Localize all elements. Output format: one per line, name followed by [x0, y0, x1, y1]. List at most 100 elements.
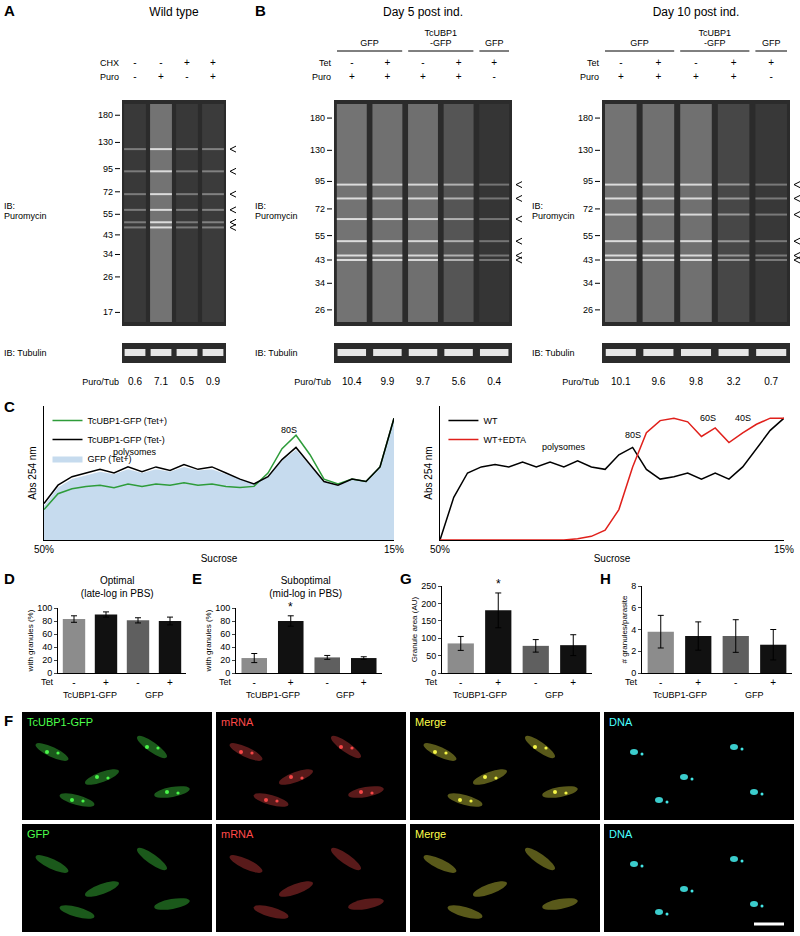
svg-text:+: +: [495, 677, 501, 688]
svg-text:-: -: [185, 71, 188, 82]
svg-text:180: 180: [310, 113, 325, 123]
svg-text:3.2: 3.2: [727, 376, 741, 387]
svg-text:15%: 15%: [384, 544, 404, 555]
svg-text:80: 80: [220, 616, 230, 626]
svg-text:Puro: Puro: [580, 72, 599, 82]
svg-text:95: 95: [583, 176, 593, 186]
svg-text:26: 26: [583, 305, 593, 315]
svg-text:26: 26: [315, 305, 325, 315]
svg-text:IB: Tubulin: IB: Tubulin: [4, 348, 47, 358]
svg-text:with granules (%): with granules (%): [26, 609, 35, 672]
svg-text:+: +: [655, 57, 661, 68]
svg-text:TcUBP1-GFP: TcUBP1-GFP: [246, 690, 300, 700]
svg-text:Optimal(late-log in PBS): Optimal(late-log in PBS): [81, 575, 154, 599]
svg-text:34: 34: [583, 278, 593, 288]
svg-text:Puro: Puro: [312, 72, 331, 82]
svg-text:80S: 80S: [281, 425, 297, 435]
svg-text:Puro/Tub: Puro/Tub: [562, 377, 599, 387]
svg-text:Day 10 post ind.: Day 10 post ind.: [653, 5, 740, 19]
svg-text:20: 20: [220, 655, 230, 665]
svg-text:IB: Tubulin: IB: Tubulin: [532, 348, 575, 358]
svg-text:+: +: [210, 71, 216, 82]
svg-text:GFP: GFP: [145, 690, 164, 700]
svg-text:-: -: [350, 57, 353, 68]
svg-text:0.5: 0.5: [180, 376, 194, 387]
svg-text:TcUBP1-GFP: TcUBP1-GFP: [27, 716, 93, 728]
svg-text:Tet: Tet: [625, 677, 638, 687]
svg-text:-: -: [133, 71, 136, 82]
svg-text:20: 20: [42, 655, 52, 665]
svg-text:4: 4: [631, 625, 636, 635]
svg-text:GFP (Tet+): GFP (Tet+): [88, 454, 132, 464]
svg-text:Tet: Tet: [587, 58, 600, 68]
svg-text:9.7: 9.7: [416, 376, 430, 387]
svg-text:+: +: [103, 677, 109, 688]
svg-text:-: -: [459, 677, 462, 688]
svg-text:-: -: [326, 677, 329, 688]
svg-text:-: -: [133, 57, 136, 68]
svg-text:0.4: 0.4: [487, 376, 501, 387]
svg-text:F: F: [4, 712, 13, 729]
svg-text:7.1: 7.1: [154, 376, 168, 387]
svg-text:Sucrose: Sucrose: [201, 553, 238, 564]
svg-text:34: 34: [315, 278, 325, 288]
svg-text:72: 72: [315, 204, 325, 214]
svg-text:GFP: GFP: [630, 38, 649, 48]
svg-text:0.7: 0.7: [764, 376, 778, 387]
svg-text:+: +: [695, 677, 701, 688]
svg-text:GFP: GFP: [745, 690, 764, 700]
svg-text:72: 72: [103, 187, 113, 197]
svg-text:IB:Puromycin: IB:Puromycin: [255, 201, 298, 221]
svg-text:-: -: [619, 57, 622, 68]
svg-text:Wild type: Wild type: [149, 5, 199, 19]
svg-text:0: 0: [431, 668, 436, 678]
svg-text:+: +: [167, 677, 173, 688]
svg-text:130: 130: [310, 145, 325, 155]
svg-text:+: +: [158, 71, 164, 82]
svg-text:Puro/Tub: Puro/Tub: [294, 377, 331, 387]
svg-text:DNA: DNA: [609, 828, 633, 840]
svg-text:polysomes: polysomes: [113, 447, 157, 457]
svg-text:40: 40: [220, 642, 230, 652]
svg-text:-: -: [493, 71, 496, 82]
svg-text:GFP: GFP: [336, 690, 355, 700]
svg-text:+: +: [768, 57, 774, 68]
svg-text:+: +: [456, 57, 462, 68]
svg-text:# granules/parasite: # granules/parasite: [620, 595, 629, 664]
svg-text:2: 2: [631, 646, 636, 656]
svg-text:95: 95: [103, 164, 113, 174]
svg-text:WT+EDTA: WT+EDTA: [483, 435, 526, 445]
svg-text:+: +: [693, 71, 699, 82]
svg-text:-: -: [72, 677, 75, 688]
svg-text:0.9: 0.9: [206, 376, 220, 387]
svg-text:50%: 50%: [34, 544, 54, 555]
svg-text:200: 200: [421, 599, 436, 609]
svg-text:55: 55: [315, 231, 325, 241]
svg-text:100: 100: [37, 603, 52, 613]
svg-text:+: +: [349, 71, 355, 82]
svg-text:0: 0: [225, 668, 230, 678]
svg-text:Granule area (AU): Granule area (AU): [410, 596, 419, 662]
svg-text:DNA: DNA: [609, 716, 633, 728]
svg-text:+: +: [384, 71, 390, 82]
svg-text:-: -: [421, 57, 424, 68]
svg-text:50: 50: [426, 651, 436, 661]
svg-text:H: H: [600, 570, 611, 587]
svg-text:0.6: 0.6: [128, 376, 142, 387]
svg-text:TcUBP1-GFP: TcUBP1-GFP: [63, 690, 117, 700]
svg-text:IB: Tubulin: IB: Tubulin: [255, 348, 298, 358]
svg-text:80S: 80S: [625, 430, 641, 440]
svg-text:55: 55: [103, 209, 113, 219]
svg-text:100: 100: [421, 633, 436, 643]
svg-text:mRNA: mRNA: [221, 716, 254, 728]
svg-text:17: 17: [103, 307, 113, 317]
svg-text:+: +: [770, 677, 776, 688]
svg-text:C: C: [4, 398, 15, 415]
svg-text:9.6: 9.6: [651, 376, 665, 387]
svg-text:+: +: [655, 71, 661, 82]
svg-text:IB:Puromycin: IB:Puromycin: [532, 201, 575, 221]
svg-text:TcUBP1-GFP: TcUBP1-GFP: [699, 28, 732, 48]
svg-text:+: +: [361, 677, 367, 688]
svg-text:-: -: [770, 71, 773, 82]
svg-text:+: +: [384, 57, 390, 68]
